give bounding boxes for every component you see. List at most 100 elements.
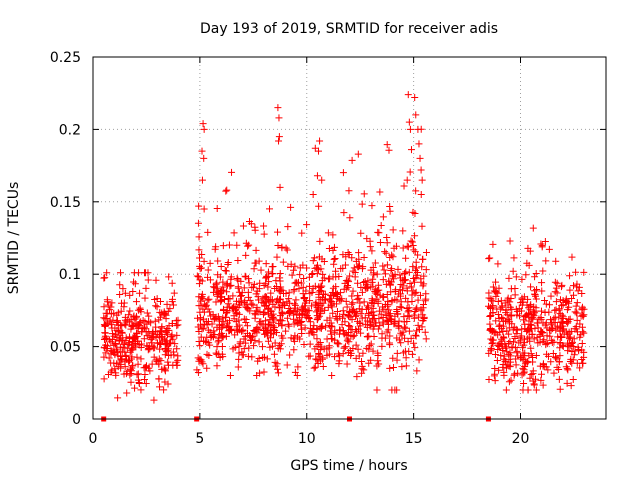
data-point: [237, 277, 245, 285]
data-point: [107, 310, 115, 318]
data-point: [376, 188, 384, 196]
data-point: [162, 339, 170, 347]
data-point: [172, 358, 180, 366]
data-point: [400, 182, 408, 190]
data-point: [157, 341, 165, 349]
data-point: [559, 313, 567, 321]
data-point: [418, 222, 426, 230]
data-point: [249, 301, 257, 309]
data-point: [403, 242, 411, 250]
data-point: [213, 287, 221, 295]
data-point: [230, 312, 238, 320]
data-point: [213, 290, 221, 298]
data-point: [512, 305, 520, 313]
data-point: [558, 318, 566, 326]
data-point: [352, 312, 360, 320]
data-point: [381, 270, 389, 278]
data-point: [126, 366, 134, 374]
data-point: [389, 253, 397, 261]
y-tick-label: 0.25: [50, 50, 81, 66]
data-point: [194, 219, 202, 227]
data-point: [331, 336, 339, 344]
data-point: [264, 283, 272, 291]
data-point: [290, 346, 298, 354]
data-point: [318, 282, 326, 290]
data-point: [548, 319, 556, 327]
data-point: [493, 305, 501, 313]
data-point: [327, 330, 335, 338]
data-point: [374, 281, 382, 289]
data-point: [386, 312, 394, 320]
data-point: [404, 338, 412, 346]
data-point: [290, 320, 298, 328]
data-point: [388, 386, 396, 394]
data-point: [165, 322, 173, 330]
data-point: [323, 316, 331, 324]
data-point: [538, 287, 546, 295]
data-point: [143, 332, 151, 340]
data-point: [226, 372, 234, 380]
data-point: [405, 327, 413, 335]
data-point: [399, 227, 407, 235]
data-point: [313, 302, 321, 310]
data-point: [283, 361, 291, 369]
data-point: [287, 260, 295, 268]
data-point: [495, 314, 503, 322]
data-point: [101, 322, 109, 330]
data-point: [150, 396, 158, 404]
data-point: [514, 352, 522, 360]
data-point: [411, 344, 419, 352]
data-point: [551, 278, 559, 286]
data-point: [316, 339, 324, 347]
data-point: [195, 246, 203, 254]
data-point: [295, 285, 303, 293]
data-point: [571, 325, 579, 333]
data-point: [397, 280, 405, 288]
data-point: [398, 286, 406, 294]
data-point: [250, 265, 258, 273]
data-point: [306, 340, 314, 348]
data-point: [552, 326, 560, 334]
data-point: [299, 307, 307, 315]
data-point: [576, 364, 584, 372]
data-point: [345, 322, 353, 330]
data-point: [557, 332, 565, 340]
data-point: [250, 283, 258, 291]
data-point: [532, 386, 540, 394]
data-point: [339, 350, 347, 358]
data-point: [511, 370, 519, 378]
data-point: [169, 301, 177, 309]
data-point: [530, 312, 538, 320]
data-point: [556, 385, 564, 393]
data-point: [300, 275, 308, 283]
data-point: [567, 355, 575, 363]
data-point: [172, 317, 180, 325]
data-point: [357, 310, 365, 318]
data-point: [527, 350, 535, 358]
data-point: [419, 282, 427, 290]
data-point: [373, 270, 381, 278]
data-point: [146, 367, 154, 375]
data-point: [111, 330, 119, 338]
data-point: [413, 367, 421, 375]
data-point: [117, 307, 125, 315]
data-point: [116, 269, 124, 277]
data-point: [495, 343, 503, 351]
data-point: [378, 330, 386, 338]
data-point: [500, 371, 508, 379]
data-point: [196, 276, 204, 284]
data-point: [283, 314, 291, 322]
data-point: [506, 311, 514, 319]
data-point: [137, 386, 145, 394]
data-point: [170, 289, 178, 297]
data-point: [164, 380, 172, 388]
data-point: [151, 296, 159, 304]
data-point: [374, 299, 382, 307]
data-point: [568, 294, 576, 302]
data-point: [333, 300, 341, 308]
data-point: [137, 355, 145, 363]
data-point: [396, 303, 404, 311]
data-point: [337, 265, 345, 273]
data-point: [104, 301, 112, 309]
data-point: [381, 300, 389, 308]
